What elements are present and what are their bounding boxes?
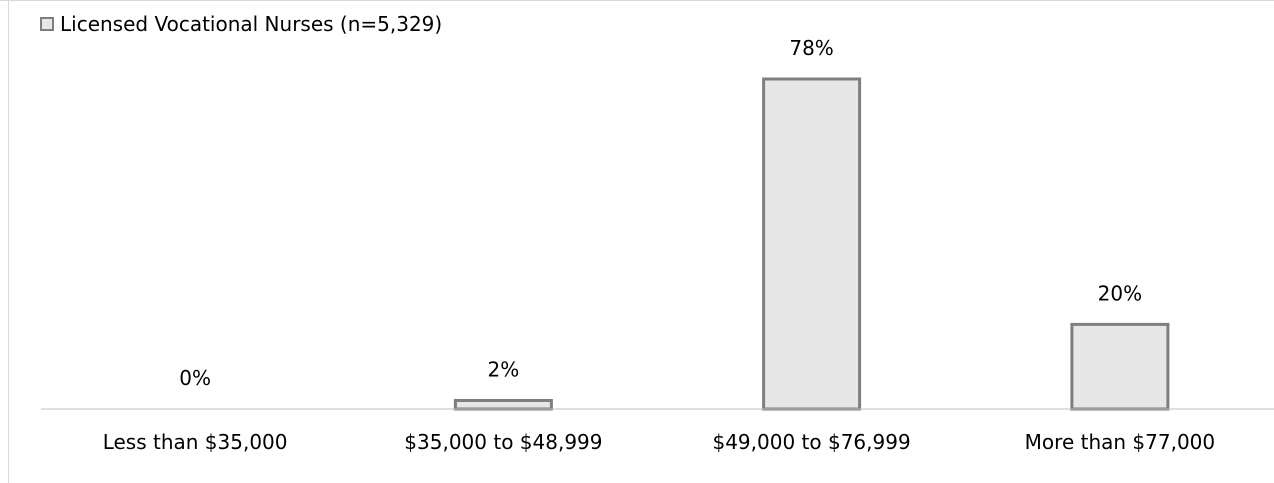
category-label-2: $35,000 to $48,999	[404, 430, 602, 454]
data-label-2: 2%	[488, 358, 520, 382]
category-label-3: $49,000 to $76,999	[712, 430, 910, 454]
category-labels-group: Less than $35,000 $35,000 to $48,999 $49,0…	[103, 430, 1215, 454]
data-labels-group: 0% 2% 78% 20%	[179, 36, 1142, 390]
bar-2	[453, 399, 553, 411]
frame-top-border	[0, 0, 1274, 1]
legend-label: Licensed Vocational Nurses (n=5,329)	[60, 12, 442, 36]
bar-4	[1070, 322, 1170, 411]
data-label-3: 78%	[789, 36, 833, 60]
category-label-1: Less than $35,000	[103, 430, 288, 454]
bars-group	[453, 77, 1170, 411]
frame-left-border	[8, 0, 9, 483]
bar-3	[762, 77, 862, 411]
legend: Licensed Vocational Nurses (n=5,329)	[40, 12, 442, 36]
legend-swatch	[40, 17, 54, 31]
data-label-4: 20%	[1098, 281, 1142, 305]
category-label-4: More than $77,000	[1025, 430, 1215, 454]
data-label-1: 0%	[179, 366, 211, 390]
